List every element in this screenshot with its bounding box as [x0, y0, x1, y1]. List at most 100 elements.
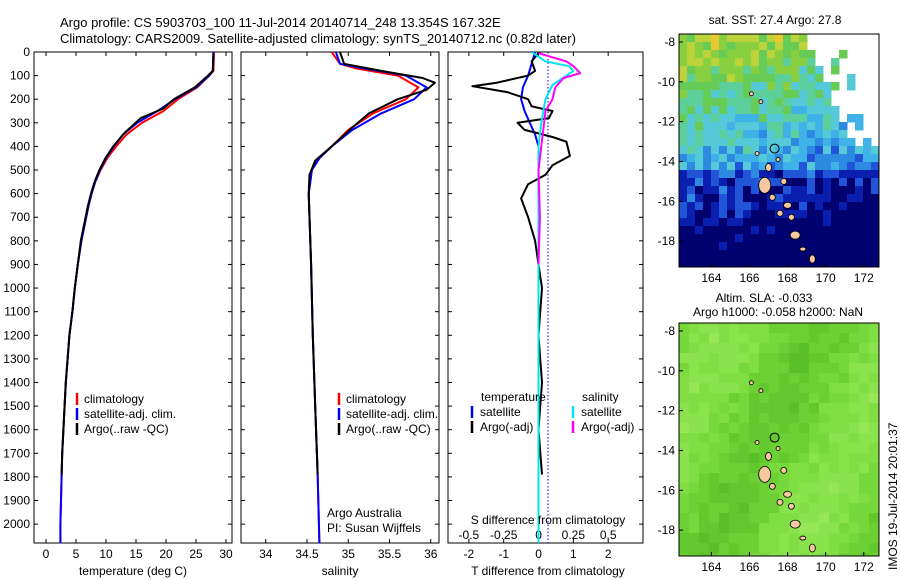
- map-cell: [769, 383, 780, 394]
- map-cell: [759, 202, 768, 211]
- map-cell: [767, 186, 776, 195]
- map-cell: [729, 433, 740, 444]
- map-cell: [849, 553, 860, 556]
- map-cell: [703, 34, 712, 43]
- map-cell: [799, 383, 810, 394]
- map-cell: [839, 393, 850, 404]
- map-cell: [735, 210, 744, 219]
- map-cell: [769, 513, 780, 524]
- map-cell: [719, 226, 728, 235]
- map-cell: [729, 413, 740, 424]
- map-cell: [815, 178, 824, 187]
- map-cell: [849, 333, 860, 344]
- map-cell: [709, 383, 720, 394]
- map-cell: [829, 423, 840, 434]
- x2-tick-label: 0.5: [600, 528, 617, 542]
- map-cell: [859, 363, 870, 374]
- x-tick-label: 20: [159, 547, 173, 561]
- map-cell: [815, 98, 824, 107]
- legend-heading-temperature: temperature: [481, 390, 546, 404]
- legend-label-satellite: satellite-adj. clim.: [84, 407, 176, 421]
- map-cell: [719, 353, 730, 364]
- map-cell: [703, 154, 712, 163]
- map-cell: [679, 543, 690, 554]
- map-cell: [695, 170, 704, 179]
- x-tick-label: 34.5: [295, 547, 319, 561]
- map-cell: [823, 234, 832, 243]
- map-cell: [783, 98, 792, 107]
- map-cell: [855, 122, 864, 131]
- map-cell: [751, 178, 760, 187]
- map-cell: [847, 154, 856, 163]
- map-cell: [735, 74, 744, 83]
- map-cell: [799, 162, 808, 171]
- map-cell: [679, 162, 688, 171]
- map-cell: [759, 323, 770, 334]
- map-cell: [807, 178, 816, 187]
- map-cell: [775, 122, 784, 131]
- map-cell: [727, 34, 736, 43]
- map-cell: [815, 74, 824, 83]
- map-cell: [807, 114, 816, 123]
- map-cell: [783, 226, 792, 235]
- map-cell: [729, 533, 740, 544]
- map-cell: [703, 138, 712, 147]
- map-cell: [799, 138, 808, 147]
- map-cell: [739, 323, 750, 334]
- map-cell: [727, 218, 736, 227]
- map-cell: [863, 242, 872, 251]
- map-cell: [863, 170, 872, 179]
- map-cell: [759, 90, 768, 99]
- map-cell: [711, 194, 720, 203]
- map-cell: [729, 403, 740, 414]
- map-cell: [735, 154, 744, 163]
- map-cell: [687, 194, 696, 203]
- map-cell: [799, 403, 810, 414]
- map-cell: [863, 194, 872, 203]
- map-cell: [727, 98, 736, 107]
- difference-lines: [471, 52, 582, 543]
- map-cell: [679, 503, 690, 514]
- map-cell: [719, 423, 730, 434]
- map-cell: [799, 170, 808, 179]
- map-cell: [769, 443, 780, 454]
- map-cell: [687, 210, 696, 219]
- map-cell: [769, 403, 780, 414]
- map-cell: [799, 258, 808, 267]
- map-cell: [869, 533, 879, 544]
- map-cell: [807, 194, 816, 203]
- map-cell: [791, 82, 800, 91]
- salinity-xlabel: salinity: [322, 564, 359, 578]
- map-cell: [759, 363, 770, 374]
- map-cell: [775, 202, 784, 211]
- map-cell: [775, 106, 784, 115]
- map-cell: [719, 363, 730, 374]
- map-cell: [779, 493, 790, 504]
- map-cell: [743, 106, 752, 115]
- map-cell: [809, 463, 820, 474]
- map-cell: [687, 162, 696, 171]
- y-tick-label: 800: [10, 234, 30, 248]
- map-cell: [767, 50, 776, 59]
- map-cell: [799, 453, 810, 464]
- map-cell: [749, 373, 760, 384]
- island: [808, 543, 816, 553]
- map-cell: [799, 218, 808, 227]
- map-cell: [799, 413, 810, 424]
- salinity-legend: climatology satellite-adj. clim. Argo(..…: [337, 392, 438, 436]
- map-cell: [729, 523, 740, 534]
- map-cell: [783, 34, 792, 43]
- map-cell: [699, 543, 710, 554]
- map-cell: [679, 34, 688, 43]
- map-cell: [695, 106, 704, 115]
- map-cell: [743, 202, 752, 211]
- map-cell: [759, 162, 768, 171]
- map-cell: [775, 226, 784, 235]
- map-cell: [779, 533, 790, 544]
- map-cell: [727, 258, 736, 267]
- map-cell: [729, 503, 740, 514]
- map-cell: [831, 114, 840, 123]
- map-cell: [735, 146, 744, 155]
- map-cell: [839, 234, 848, 243]
- map-cell: [729, 423, 740, 434]
